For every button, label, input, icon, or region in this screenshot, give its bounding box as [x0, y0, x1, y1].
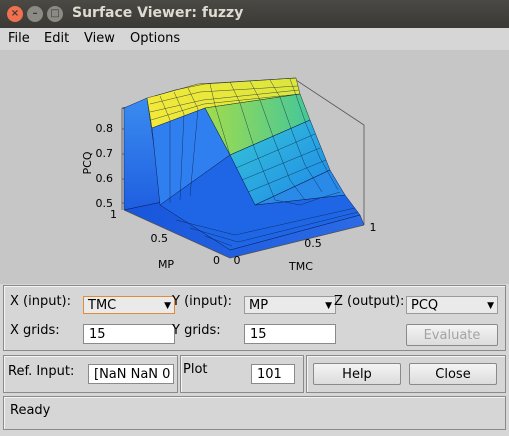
plot-points-panel: Plot 101 — [180, 355, 304, 393]
z-output-value: PCQ — [411, 298, 439, 313]
y-tick-0.5: 0.5 — [151, 232, 169, 245]
y-input-label: Y (input): — [172, 294, 233, 309]
axes-front — [123, 209, 365, 259]
menu-bar: File Edit View Options — [0, 28, 509, 50]
x-axis-label: TMC — [288, 260, 313, 273]
x-grids-field[interactable]: 15 — [83, 324, 175, 344]
chevron-down-icon: ▼ — [487, 301, 494, 311]
status-text: Ready — [10, 403, 51, 418]
y-grids-field[interactable]: 15 — [244, 324, 336, 344]
y-tick-1: 1 — [110, 208, 117, 221]
surface-plot[interactable]: 0.8 0.7 0.6 0.5 PCQ 1 0.5 0 MP 0 0.5 1 T… — [0, 50, 509, 284]
y-axis-label: MP — [158, 258, 174, 271]
z-output-dropdown[interactable]: PCQ ▼ — [406, 296, 498, 314]
x-input-label: X (input): — [10, 294, 72, 309]
chevron-down-icon: ▼ — [325, 301, 332, 311]
ref-input-panel: Ref. Input: [NaN NaN 0 — [3, 355, 178, 393]
window-title: Surface Viewer: fuzzy — [72, 5, 244, 21]
window-minimize-icon[interactable]: – — [27, 6, 43, 22]
menu-options[interactable]: Options — [130, 31, 181, 46]
z-tick-0.5: 0.5 — [96, 197, 114, 210]
z-axis-label: PCQ — [81, 151, 94, 174]
chevron-down-icon: ▼ — [164, 301, 171, 311]
evaluate-button[interactable]: Evaluate — [406, 324, 498, 346]
y-input-value: MP — [249, 298, 269, 313]
help-button[interactable]: Help — [313, 363, 401, 385]
y-input-dropdown[interactable]: MP ▼ — [244, 296, 336, 314]
axis-labels: 0.8 0.7 0.6 0.5 PCQ 1 0.5 0 MP 0 0.5 1 T… — [81, 122, 377, 273]
menu-view[interactable]: View — [84, 31, 115, 46]
status-bar: Ready — [3, 396, 506, 430]
plot-points-field[interactable]: 101 — [251, 364, 295, 384]
z-tick-0.6: 0.6 — [96, 172, 114, 185]
x-grids-label: X grids: — [10, 323, 60, 338]
x-tick-0: 0 — [234, 254, 241, 267]
z-output-label: Z (output): — [334, 294, 405, 309]
z-tick-0.8: 0.8 — [96, 122, 114, 135]
ref-input-label: Ref. Input: — [8, 364, 75, 379]
close-button[interactable]: Close — [409, 363, 497, 385]
plot-points-label: Plot — [183, 362, 208, 377]
menu-edit[interactable]: Edit — [44, 31, 70, 46]
x-tick-1: 1 — [370, 221, 377, 234]
surface-mesh — [149, 77, 359, 247]
y-grids-label: Y grids: — [172, 323, 221, 338]
action-panel: Help Close — [306, 355, 506, 393]
z-tick-0.7: 0.7 — [96, 147, 114, 160]
ref-input-field[interactable]: [NaN NaN 0 — [88, 364, 174, 384]
y-tick-0: 0 — [213, 254, 220, 267]
menu-file[interactable]: File — [8, 31, 30, 46]
x-input-value: TMC — [88, 298, 117, 313]
axis-selection-panel: X (input): TMC ▼ Y (input): MP ▼ Z (output… — [3, 285, 506, 351]
window-maximize-icon[interactable]: □ — [47, 6, 63, 22]
window-close-icon[interactable]: × — [7, 6, 23, 22]
surface-plot-area[interactable]: 0.8 0.7 0.6 0.5 PCQ 1 0.5 0 MP 0 0.5 1 T… — [0, 50, 509, 284]
x-input-dropdown[interactable]: TMC ▼ — [83, 296, 175, 314]
x-tick-0.5: 0.5 — [304, 237, 322, 250]
title-bar: × – □ Surface Viewer: fuzzy — [0, 0, 509, 28]
